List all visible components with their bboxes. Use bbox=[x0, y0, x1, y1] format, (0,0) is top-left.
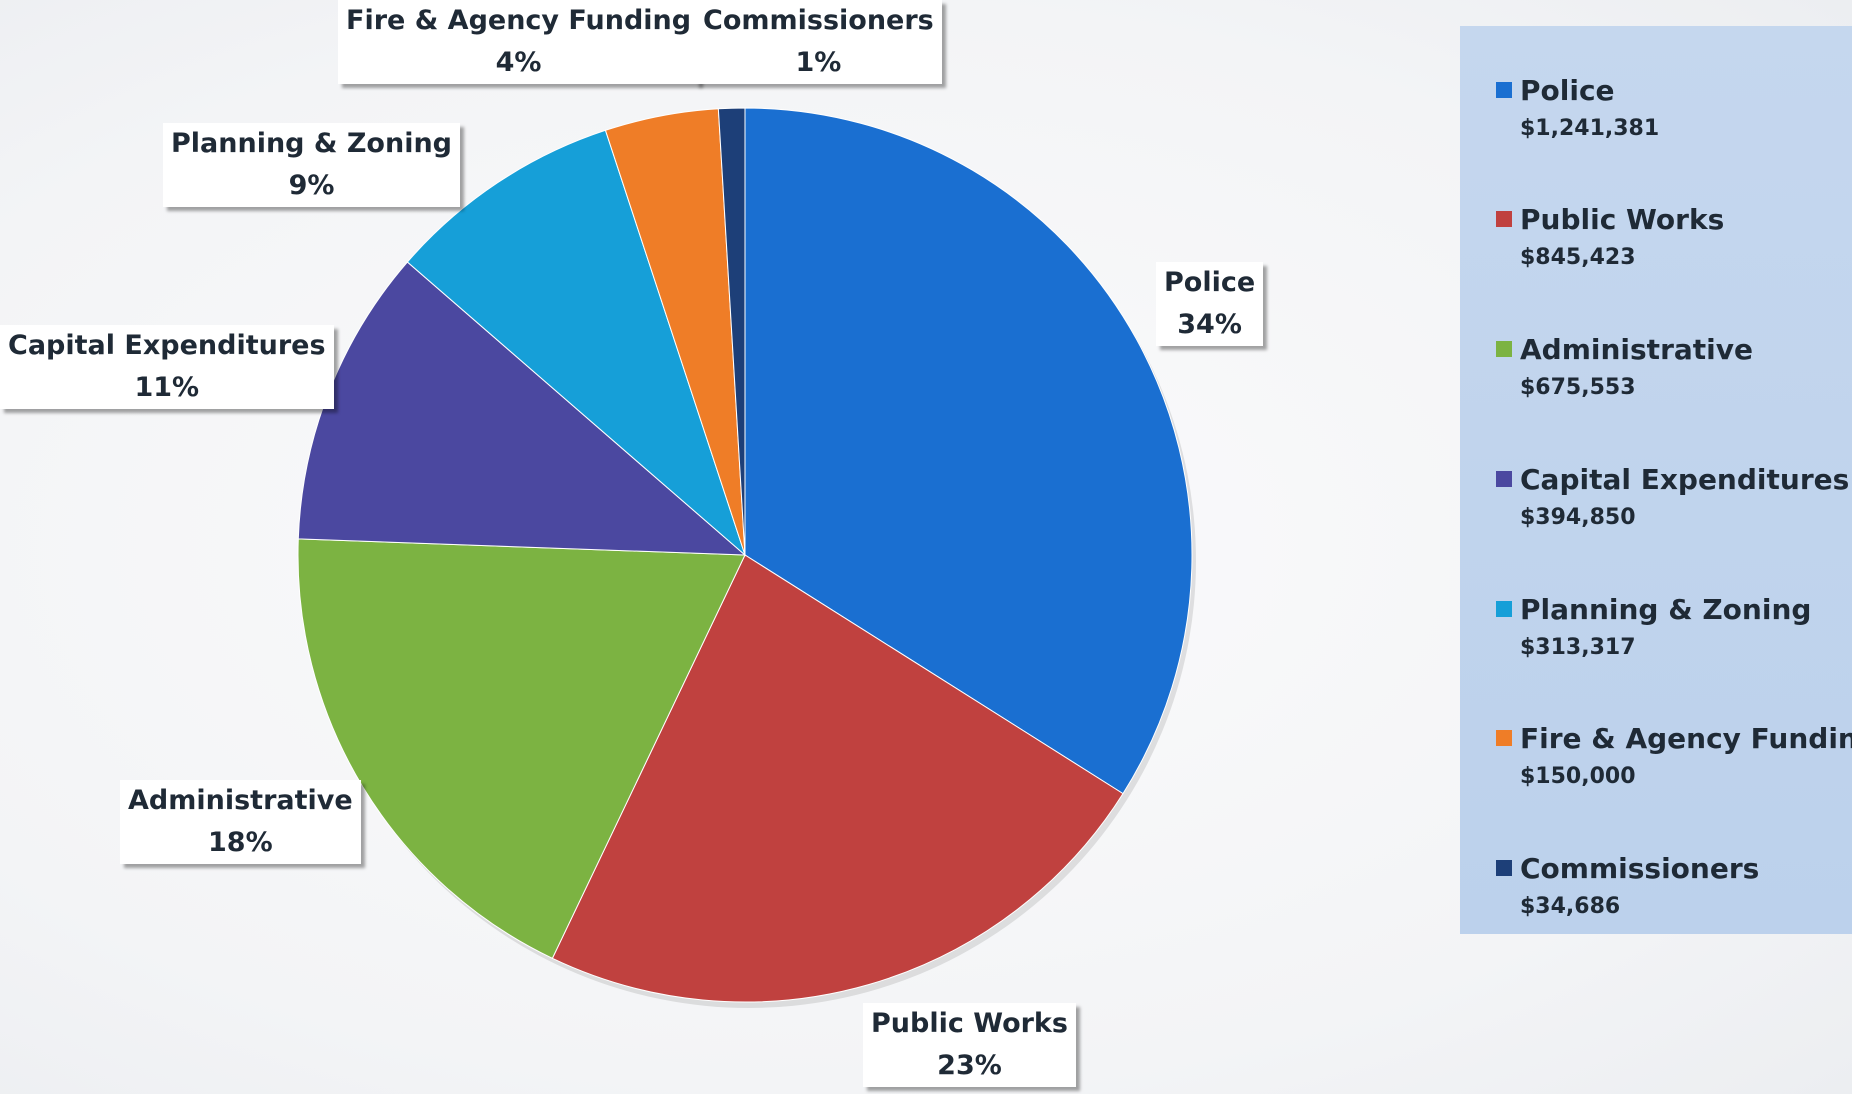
data-label-capital-expenditures: Capital Expenditures 11% bbox=[0, 325, 334, 409]
data-label-police: Police 34% bbox=[1156, 262, 1264, 346]
data-label-percent: 34% bbox=[1177, 309, 1242, 340]
data-label-percent: 18% bbox=[208, 827, 273, 858]
legend-label: Public Works bbox=[1520, 203, 1725, 236]
legend-swatch bbox=[1496, 601, 1512, 617]
pie-slice-planning-zoning bbox=[406, 129, 747, 557]
legend-label: Police bbox=[1520, 74, 1615, 107]
legend-amount: $845,423 bbox=[1520, 245, 1636, 270]
legend-swatch bbox=[1496, 82, 1512, 98]
legend-label: Commissioners bbox=[1520, 852, 1760, 885]
legend-label: Planning & Zoning bbox=[1520, 593, 1812, 626]
data-label-percent: 4% bbox=[495, 47, 542, 78]
legend-amount: $394,850 bbox=[1520, 505, 1636, 530]
data-label-category: Capital Expenditures bbox=[8, 330, 326, 361]
legend-swatch bbox=[1496, 211, 1512, 227]
legend-swatch bbox=[1496, 860, 1512, 876]
pie-slice-administrative bbox=[297, 538, 746, 960]
data-label-category: Police bbox=[1164, 267, 1256, 298]
data-label-percent: 9% bbox=[288, 170, 335, 201]
data-label-category: Fire & Agency Funding bbox=[346, 5, 692, 36]
data-label-category: Commissioners bbox=[703, 5, 934, 36]
legend-swatch bbox=[1496, 730, 1512, 746]
legend-label: Fire & Agency Funding bbox=[1520, 722, 1852, 755]
data-label-commissioners: Commissioners 1% bbox=[695, 0, 942, 84]
pie-slice-police bbox=[744, 107, 1193, 795]
pie-slice-public-works bbox=[551, 554, 1124, 1003]
pie-slice-commissioners bbox=[717, 107, 746, 556]
legend-amount: $313,317 bbox=[1520, 635, 1636, 660]
legend: Police $1,241,381 Public Works $845,423 … bbox=[1460, 26, 1852, 934]
data-label-percent: 11% bbox=[134, 372, 200, 403]
legend-swatch bbox=[1496, 341, 1512, 357]
data-label-fire-agency-funding: Fire & Agency Funding 4% bbox=[338, 0, 700, 84]
legend-label: Administrative bbox=[1520, 333, 1753, 366]
legend-amount: $675,553 bbox=[1520, 375, 1636, 400]
data-label-public-works: Public Works 23% bbox=[863, 1003, 1076, 1087]
legend-amount: $1,241,381 bbox=[1520, 116, 1660, 141]
legend-amount: $34,686 bbox=[1520, 894, 1621, 919]
data-label-administrative: Administrative 18% bbox=[120, 780, 361, 864]
data-label-percent: 1% bbox=[795, 47, 842, 78]
data-label-percent: 23% bbox=[937, 1050, 1002, 1081]
data-label-category: Planning & Zoning bbox=[171, 128, 453, 159]
legend-amount: $150,000 bbox=[1520, 764, 1636, 789]
data-label-category: Administrative bbox=[128, 785, 353, 816]
data-label-planning-zoning: Planning & Zoning 9% bbox=[163, 123, 461, 207]
legend-swatch bbox=[1496, 471, 1512, 487]
data-label-category: Public Works bbox=[871, 1008, 1068, 1039]
legend-label: Capital Expenditures bbox=[1520, 463, 1850, 496]
